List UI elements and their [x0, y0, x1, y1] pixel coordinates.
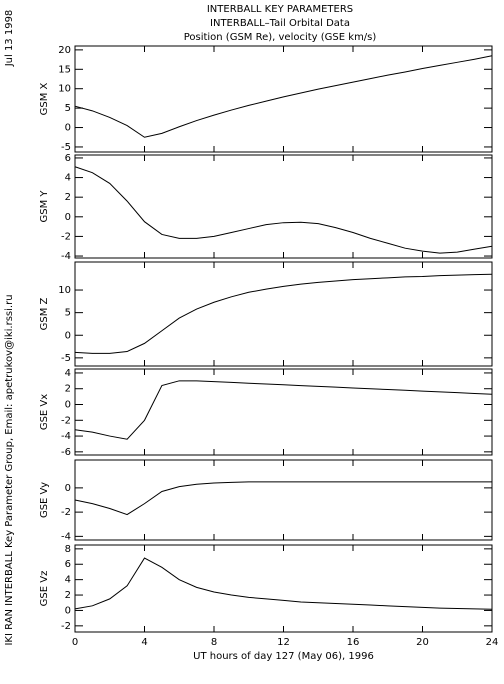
y-axis-label: GSE Vx [39, 394, 50, 430]
y-tick-label: 0 [65, 605, 71, 616]
y-axis-label: GSE Vy [39, 482, 50, 518]
title-line: INTERBALL–Tail Orbital Data [210, 18, 350, 29]
y-axis-label: GSM Y [39, 190, 50, 223]
y-tick-label: 10 [58, 84, 71, 95]
x-tick-label: 4 [141, 637, 147, 648]
y-tick-label: 4 [65, 575, 71, 586]
y-tick-label: 0 [65, 483, 71, 494]
y-tick-label: -4 [61, 431, 71, 442]
data-line [74, 481, 492, 516]
x-tick-label: 8 [211, 637, 217, 648]
y-tick-label: 6 [65, 153, 71, 164]
data-line [74, 166, 493, 254]
date-label: Jul 13 1998 [4, 10, 15, 68]
x-tick-label: 12 [277, 637, 290, 648]
y-tick-label: 15 [58, 64, 71, 75]
y-tick-label: 6 [65, 559, 71, 570]
data-line [74, 273, 493, 354]
y-tick-label: 0 [65, 123, 71, 134]
y-tick-label: -2 [61, 621, 71, 632]
y-tick-label: 4 [65, 173, 71, 184]
y-tick-label: -2 [61, 415, 71, 426]
y-tick-label: 0 [65, 330, 71, 341]
data-line [74, 55, 493, 138]
y-axis-label: GSE Vz [39, 571, 50, 607]
x-tick-label: 0 [72, 637, 78, 648]
y-tick-label: 5 [65, 308, 71, 319]
x-axis-label: UT hours of day 127 (May 06), 1996 [193, 651, 374, 662]
y-tick-label: 2 [65, 192, 71, 203]
x-tick-label: 20 [416, 637, 429, 648]
title-line: INTERBALL KEY PARAMETERS [207, 4, 353, 15]
title-line: Position (GSM Re), velocity (GSE km/s) [184, 32, 377, 43]
y-tick-label: 4 [65, 368, 71, 379]
y-axis-label: GSM X [39, 82, 50, 115]
y-tick-label: 20 [58, 45, 71, 56]
data-line [74, 380, 493, 440]
credit-label: IKI RAN INTERBALL Key Parameter Group, E… [4, 294, 15, 645]
y-tick-label: -4 [61, 531, 71, 542]
y-tick-label: -4 [61, 251, 71, 262]
y-tick-label: 10 [58, 285, 71, 296]
y-tick-label: 0 [65, 400, 71, 411]
y-axis-label: GSM Z [39, 297, 50, 330]
y-tick-label: 2 [65, 384, 71, 395]
y-tick-label: -2 [61, 507, 71, 518]
y-tick-label: 5 [65, 103, 71, 114]
y-tick-label: -6 [61, 447, 71, 458]
x-tick-label: 24 [486, 637, 499, 648]
y-tick-label: -5 [61, 142, 71, 153]
y-tick-label: 8 [65, 544, 71, 555]
y-tick-label: 0 [65, 212, 71, 223]
data-line [74, 557, 493, 610]
y-tick-label: 2 [65, 590, 71, 601]
x-tick-label: 16 [347, 637, 360, 648]
y-tick-label: -5 [61, 353, 71, 364]
y-tick-label: -2 [61, 231, 71, 242]
